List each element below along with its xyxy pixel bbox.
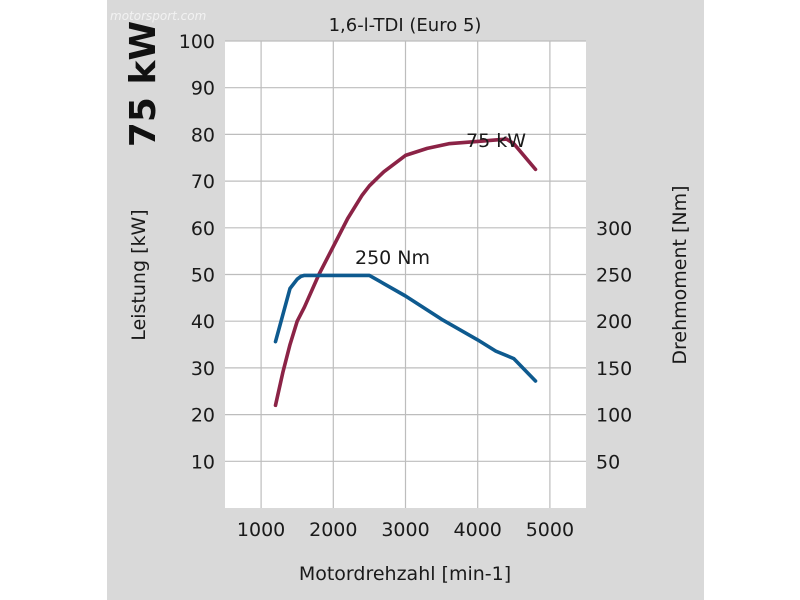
- watermark: motorsport.com: [110, 9, 206, 23]
- y-tick-right-100: 100: [596, 405, 632, 427]
- y-tick-left-70: 70: [191, 171, 215, 193]
- y-tick-right-250: 250: [596, 265, 632, 287]
- series-lines: [273, 137, 538, 408]
- power-badge: 75 kW: [123, 21, 164, 147]
- torque-series-label: 250 Nm: [355, 247, 430, 269]
- torque-curve: [273, 273, 538, 383]
- y-tick-right-150: 150: [596, 358, 632, 380]
- y-tick-left-100: 100: [179, 31, 215, 53]
- x-tick-labels: 1000 2000 3000 4000 5000: [237, 519, 574, 541]
- chart-title: 1,6-l-TDI (Euro 5): [329, 15, 482, 36]
- power-series-label: 75 kW: [466, 130, 526, 152]
- x-axis-label: Motordrehzahl [min-1]: [299, 563, 511, 585]
- horizontal-gridlines: [225, 40, 586, 462]
- y-tick-left-20: 20: [191, 405, 215, 427]
- y-tick-left-50: 50: [191, 265, 215, 287]
- y-axis-label-left: Leistung [kW]: [128, 209, 150, 340]
- y-tick-labels-right: 50 100 150 200 250 300: [596, 218, 632, 473]
- y-axis-label-right: Drehmoment [Nm]: [669, 185, 691, 364]
- y-tick-left-10: 10: [191, 451, 215, 473]
- power-curve: [273, 137, 538, 408]
- y-tick-labels-left: 10 20 30 40 50 60 70 80 90 100: [179, 31, 215, 473]
- y-tick-right-50: 50: [596, 451, 620, 473]
- x-tick-3000: 3000: [381, 519, 429, 541]
- x-tick-4000: 4000: [454, 519, 502, 541]
- x-tick-5000: 5000: [526, 519, 574, 541]
- y-tick-left-30: 30: [191, 358, 215, 380]
- x-tick-2000: 2000: [309, 519, 357, 541]
- y-tick-left-90: 90: [191, 78, 215, 100]
- y-tick-left-60: 60: [191, 218, 215, 240]
- y-tick-left-40: 40: [191, 311, 215, 333]
- y-tick-left-80: 80: [191, 124, 215, 146]
- y-tick-right-200: 200: [596, 311, 632, 333]
- y-tick-right-300: 300: [596, 218, 632, 240]
- x-tick-1000: 1000: [237, 519, 285, 541]
